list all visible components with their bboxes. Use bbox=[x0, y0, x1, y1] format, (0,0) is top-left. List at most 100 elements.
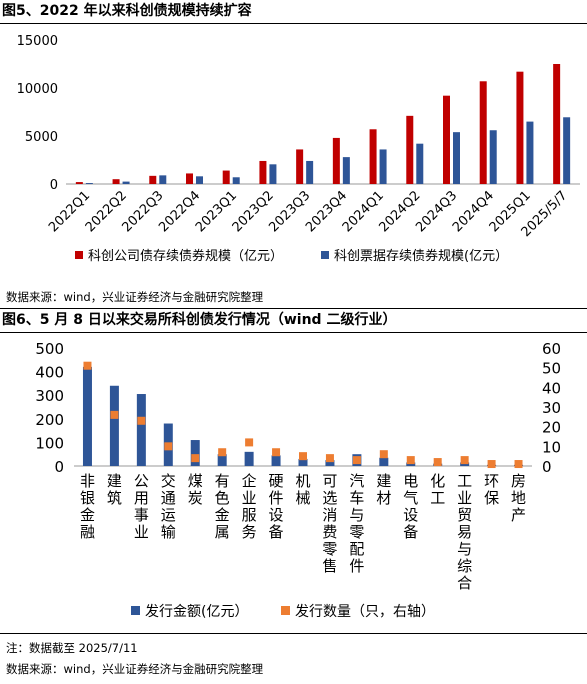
bar-kechuang-note bbox=[122, 181, 130, 184]
y-right-tick-label: 30 bbox=[542, 399, 561, 417]
marker-issue-count bbox=[245, 438, 254, 447]
bar-kechuang-note bbox=[232, 177, 240, 184]
marker-issue-count bbox=[352, 456, 361, 465]
x-tick-label: 工业贸易与综合 bbox=[457, 472, 472, 592]
x-tick-label: 公用事业 bbox=[134, 472, 149, 541]
figure2-source: 数据来源：wind，兴业证券经济与金融研究院整理 bbox=[6, 662, 264, 676]
legend-label-amount: 发行金额(亿元） bbox=[145, 604, 248, 620]
figure1-bottom-rule bbox=[0, 308, 587, 309]
x-tick-label: 汽车与零配件 bbox=[349, 472, 364, 575]
figure1-source: 数据来源：wind，兴业证券经济与金融研究院整理 bbox=[6, 290, 264, 304]
bar-kechuang-note bbox=[269, 164, 277, 184]
bar-issue-amount bbox=[379, 457, 389, 466]
bar-kechuang-note bbox=[342, 157, 350, 184]
y-right-tick-label: 10 bbox=[542, 438, 561, 456]
marker-issue-count bbox=[460, 456, 469, 465]
y-left-tick-label: 0 bbox=[54, 458, 64, 476]
legend-label-count: 发行数量（只，右轴） bbox=[295, 604, 435, 620]
figure2-title: 图6、5 月 8 日以来交易所科创债发行情况（wind 二级行业） bbox=[2, 312, 397, 328]
x-tick-label: 交通运输 bbox=[161, 472, 176, 541]
legend-swatch-orange bbox=[281, 606, 290, 615]
y-right-tick-label: 50 bbox=[542, 360, 561, 378]
y-tick-label: 5000 bbox=[25, 130, 58, 145]
chart1: 0500010000150002022Q12022Q22022Q32022Q42… bbox=[17, 34, 580, 264]
legend-label-corporate-bond: 科创公司债存续债券规模（亿元） bbox=[88, 248, 283, 264]
bar-issue-amount bbox=[136, 394, 146, 466]
bar-kechuang-corporate-bond bbox=[186, 173, 193, 184]
bar-kechuang-corporate-bond bbox=[259, 160, 267, 184]
bar-kechuang-note bbox=[379, 149, 387, 184]
bar-issue-amount bbox=[109, 385, 119, 466]
bar-kechuang-corporate-bond bbox=[296, 149, 304, 184]
bar-kechuang-note bbox=[306, 160, 314, 184]
bar-kechuang-corporate-bond bbox=[149, 175, 157, 184]
x-tick-label: 电气设备 bbox=[403, 472, 418, 541]
marker-issue-count bbox=[406, 456, 415, 465]
bar-issue-amount bbox=[244, 451, 254, 466]
x-tick-label: 非银金融 bbox=[80, 472, 95, 541]
legend-swatch-blue bbox=[131, 606, 140, 615]
bar-kechuang-note bbox=[159, 175, 167, 184]
bar-issue-amount bbox=[217, 454, 227, 466]
marker-issue-count bbox=[433, 458, 442, 467]
figure1-title: 图5、2022 年以来科创债规模持续扩容 bbox=[2, 3, 252, 19]
y-tick-label: 0 bbox=[50, 178, 58, 193]
y-tick-label: 15000 bbox=[17, 34, 58, 49]
marker-issue-count bbox=[110, 410, 119, 419]
x-tick-label: 有色金属 bbox=[215, 472, 230, 541]
y-left-tick-label: 200 bbox=[35, 411, 64, 429]
marker-issue-count bbox=[83, 361, 92, 370]
bar-kechuang-note bbox=[416, 143, 424, 184]
bar-kechuang-corporate-bond bbox=[516, 71, 524, 184]
bar-kechuang-corporate-bond bbox=[112, 179, 120, 184]
figure2-note: 注：数据截至 2025/7/11 bbox=[6, 641, 138, 655]
bar-kechuang-corporate-bond bbox=[553, 64, 561, 184]
x-tick-label: 环保 bbox=[484, 472, 499, 507]
marker-issue-count bbox=[299, 452, 307, 461]
marker-issue-count bbox=[191, 454, 200, 463]
bar-kechuang-note bbox=[453, 132, 460, 184]
bar-issue-amount bbox=[82, 366, 92, 466]
x-tick-label: 建材 bbox=[376, 472, 391, 507]
bar-issue-amount bbox=[460, 462, 470, 466]
y-right-tick-label: 40 bbox=[542, 379, 561, 397]
y-tick-label: 10000 bbox=[17, 82, 58, 97]
y-right-tick-label: 0 bbox=[542, 458, 552, 476]
y-right-tick-label: 20 bbox=[542, 419, 561, 437]
marker-issue-count bbox=[164, 442, 173, 451]
figure2-bottom-rule bbox=[0, 633, 587, 634]
marker-issue-count bbox=[487, 460, 496, 469]
bar-kechuang-corporate-bond bbox=[75, 182, 83, 184]
figure1-title-rule bbox=[0, 23, 587, 24]
bar-kechuang-note bbox=[196, 176, 203, 184]
bar-kechuang-corporate-bond bbox=[443, 95, 450, 184]
marker-issue-count bbox=[325, 454, 334, 463]
legend-swatch-red bbox=[75, 251, 83, 259]
figure2-title-rule bbox=[0, 332, 587, 333]
y-left-tick-label: 500 bbox=[35, 340, 64, 358]
bar-kechuang-note bbox=[526, 121, 534, 184]
x-tick-label: 企业服务 bbox=[242, 472, 257, 541]
x-tick-label: 煤炭 bbox=[188, 472, 203, 507]
marker-issue-count bbox=[218, 448, 227, 457]
marker-issue-count bbox=[514, 460, 523, 469]
x-tick-label: 机械 bbox=[295, 472, 310, 507]
y-left-tick-label: 100 bbox=[35, 434, 64, 452]
bar-issue-amount bbox=[298, 458, 308, 466]
bar-kechuang-corporate-bond bbox=[479, 81, 487, 184]
x-tick-label: 硬件设备 bbox=[269, 472, 284, 541]
legend-label-note: 科创票据存续债券规模(亿元） bbox=[334, 248, 508, 264]
x-tick-label: 建筑 bbox=[107, 472, 122, 507]
bar-issue-amount bbox=[325, 460, 335, 466]
marker-issue-count bbox=[272, 448, 281, 457]
bar-kechuang-corporate-bond bbox=[406, 115, 414, 184]
bar-kechuang-note bbox=[489, 130, 497, 184]
bar-issue-amount bbox=[271, 455, 281, 466]
bar-issue-amount bbox=[406, 462, 416, 466]
marker-issue-count bbox=[379, 450, 388, 459]
y-right-tick-label: 60 bbox=[542, 340, 561, 358]
bar-kechuang-corporate-bond bbox=[332, 137, 340, 184]
bar-kechuang-note bbox=[85, 183, 93, 184]
bar-issue-amount bbox=[190, 440, 200, 466]
